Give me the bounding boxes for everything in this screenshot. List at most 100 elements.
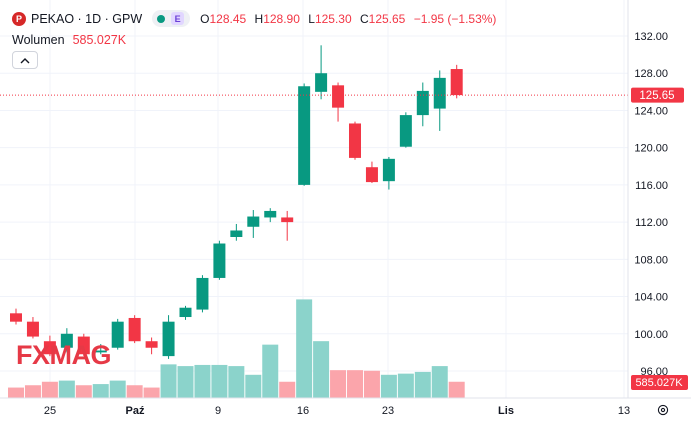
- volume-bar: [347, 370, 363, 398]
- time-axis[interactable]: 25 Paź 9 16 23 Lis 13: [44, 405, 630, 417]
- time-tick-label: 25: [44, 405, 56, 417]
- candle-body: [230, 230, 243, 237]
- volume-bar: [109, 380, 126, 398]
- candle-body: [298, 86, 311, 185]
- change-value: −1.95 (−1.53%): [413, 11, 497, 26]
- volume-bar: [24, 385, 41, 398]
- volume-bar: [211, 364, 228, 398]
- bank-logo-icon: P: [12, 11, 26, 26]
- chart-grid: [0, 0, 628, 398]
- price-tick-label: 100.00: [634, 329, 668, 341]
- candles: [10, 45, 463, 359]
- low-key: L: [308, 11, 315, 26]
- earnings-badge[interactable]: E: [171, 12, 185, 25]
- last-price-tag: 125.65: [631, 87, 684, 103]
- price-tick-label: 108.00: [634, 254, 668, 266]
- candle-body: [26, 321, 39, 337]
- low-value: 125.30: [314, 11, 352, 26]
- candle-body: [349, 123, 361, 158]
- candle-body: [111, 321, 124, 348]
- candle-body: [128, 317, 141, 342]
- volume-bar: [228, 366, 245, 398]
- candle-body: [264, 210, 277, 218]
- volume-bar: [92, 384, 109, 398]
- volume-bar: [194, 364, 211, 398]
- candle-body: [213, 243, 226, 278]
- price-tick-label: 124.00: [634, 105, 668, 117]
- candle-body: [162, 321, 175, 357]
- volume-bar: [279, 381, 296, 398]
- volume-bar: [177, 366, 194, 398]
- price-axis[interactable]: 96.00100.00104.00108.00112.00116.00120.0…: [634, 31, 668, 378]
- volume-bar: [397, 373, 414, 398]
- time-tick-label: 16: [297, 405, 309, 417]
- last-price-label: 125.65: [639, 90, 674, 102]
- last-volume-label: 585.027K: [635, 377, 683, 389]
- volume-bar: [448, 381, 465, 398]
- close-value: 125.65: [368, 11, 406, 26]
- watermark-logo: FXMAG: [16, 340, 112, 370]
- volume-bar: [262, 344, 279, 398]
- candle-body: [315, 73, 328, 92]
- candle-body: [365, 167, 378, 183]
- volume-bar: [296, 299, 313, 398]
- price-tick-label: 112.00: [635, 217, 668, 229]
- close-key: C: [359, 11, 369, 26]
- time-tick-label: Lis: [498, 405, 514, 417]
- price-tick-label: 104.00: [634, 292, 668, 304]
- volume-bar: [431, 366, 448, 398]
- chart-settings-button[interactable]: [656, 403, 670, 417]
- candle-body: [332, 85, 345, 108]
- volume-value: 585.027K: [72, 33, 127, 47]
- volume-bar: [75, 385, 92, 398]
- candle-body: [60, 333, 73, 348]
- visibility-toggle[interactable]: E: [152, 10, 191, 27]
- candle-body: [196, 277, 209, 310]
- volume-bar: [330, 370, 347, 398]
- price-tick-label: 128.00: [634, 68, 668, 80]
- ohlc-values: O128.45 H128.90 L125.30 C125.65 −1.95 (−…: [200, 12, 501, 26]
- volume-legend: Wolumen 585.027K: [12, 33, 126, 47]
- high-key: H: [254, 11, 264, 26]
- volume-bars: [8, 299, 465, 398]
- time-tick-label: 9: [215, 405, 221, 417]
- candle-body: [179, 307, 192, 318]
- gear-icon: [657, 404, 669, 416]
- candle-body: [450, 69, 463, 96]
- volume-bar: [380, 374, 397, 398]
- volume-bar: [143, 387, 160, 398]
- chevron-up-icon: [20, 57, 30, 63]
- candle-body: [247, 216, 260, 227]
- price-tick-label: 120.00: [634, 143, 668, 155]
- candle-body: [77, 336, 90, 355]
- volume-bar: [41, 381, 58, 398]
- volume-bar: [126, 385, 143, 398]
- candle-body: [145, 341, 158, 348]
- volume-bar: [245, 374, 262, 398]
- candle-body: [382, 158, 395, 182]
- time-tick-label: Paź: [126, 405, 145, 417]
- candle-body: [416, 90, 429, 116]
- symbol-title[interactable]: PEKAO · 1D · GPW: [31, 11, 143, 26]
- volume-bar: [414, 371, 431, 398]
- volume-bar: [363, 370, 380, 398]
- price-tick-label: 116.00: [635, 180, 668, 192]
- candle-body: [94, 350, 107, 353]
- eye-icon: [157, 14, 166, 23]
- open-key: O: [200, 11, 210, 26]
- volume-bar: [8, 387, 24, 398]
- volume-bar: [160, 364, 177, 398]
- last-volume-tag: 585.027K: [631, 375, 688, 390]
- time-tick-label: 23: [382, 405, 394, 417]
- chart-legend: P PEKAO · 1D · GPW E O128.45 H128.90 L12…: [12, 10, 501, 27]
- volume-bar: [313, 341, 330, 398]
- candle-body: [281, 217, 294, 223]
- high-value: 128.90: [263, 11, 300, 26]
- candle-body: [399, 115, 412, 147]
- candle-body: [10, 313, 22, 322]
- volume-label[interactable]: Wolumen: [12, 33, 65, 47]
- candle-body: [433, 77, 446, 109]
- price-tick-label: 132.00: [634, 31, 668, 43]
- collapse-legend-button[interactable]: [12, 51, 38, 69]
